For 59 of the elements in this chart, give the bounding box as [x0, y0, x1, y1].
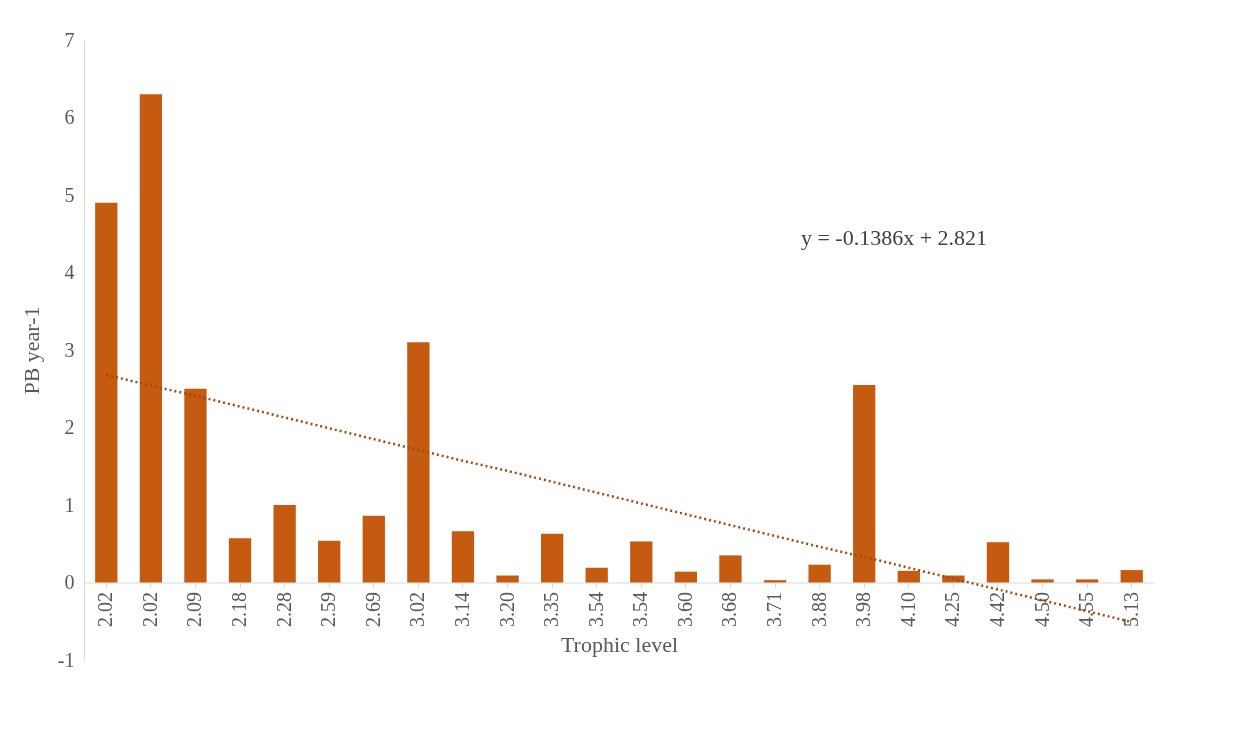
x-tick-label: 3.02: [406, 592, 429, 627]
bar: [184, 388, 207, 583]
bar: [362, 515, 385, 583]
y-tick-label: -1: [57, 648, 75, 671]
x-tick-label: 3.20: [495, 592, 518, 627]
x-tick-label: 4.10: [896, 592, 919, 627]
x-tick-label: 4.55: [1075, 592, 1098, 627]
x-tick-label: 2.09: [183, 592, 206, 627]
x-tick-label: 3.54: [584, 592, 607, 627]
bar: [719, 555, 742, 583]
bar: [808, 564, 831, 583]
x-tick-label: 3.35: [540, 592, 563, 627]
bar: [1031, 579, 1054, 583]
x-tick-label: 3.14: [450, 592, 473, 627]
x-tick-label: 3.88: [807, 592, 830, 627]
y-tick-label: 3: [64, 338, 75, 361]
y-tick-label: 0: [64, 571, 75, 593]
x-axis-title: Trophic level: [560, 632, 679, 657]
bar: [986, 542, 1010, 583]
bar: [540, 533, 564, 583]
bar: [674, 571, 698, 583]
bar: [763, 580, 787, 583]
bar: [630, 541, 653, 583]
y-tick-label: 6: [64, 106, 75, 128]
x-tick-label: 2.69: [361, 592, 384, 627]
x-tick-label: 3.98: [852, 592, 875, 627]
bar: [897, 570, 920, 583]
x-tick-label: 2.59: [317, 592, 340, 627]
bar: [853, 384, 876, 583]
x-tick-label: 4.42: [985, 592, 1008, 627]
x-tick-label: 2.02: [94, 592, 117, 627]
x-tick-label: 3.54: [629, 592, 652, 627]
x-tick-label: 5.13: [1119, 592, 1142, 627]
x-tick-label: 3.68: [718, 592, 741, 627]
y-tick-label: 1: [64, 493, 75, 516]
bar: [407, 342, 430, 583]
bar: [318, 540, 341, 583]
x-tick-label: 4.50: [1030, 592, 1053, 627]
annotation: y = -0.1386x + 2.821: [800, 225, 988, 251]
y-axis-title: PB year-1: [18, 306, 44, 395]
x-tick-label: 2.28: [272, 592, 295, 627]
bar: [1075, 579, 1099, 583]
x-tick-label: 3.60: [673, 592, 696, 627]
bar: [496, 575, 519, 583]
y-tick-label: 4: [64, 261, 75, 283]
bar: [95, 202, 118, 583]
x-tick-label: 4.25: [941, 592, 964, 627]
y-tick-label: 2: [64, 416, 75, 438]
bar: [273, 505, 296, 583]
bar: [585, 567, 608, 583]
bar: [228, 538, 252, 583]
y-tick-label: 5: [64, 183, 75, 206]
x-tick-label: 2.02: [138, 592, 161, 627]
x-tick-label: 3.71: [763, 592, 786, 627]
y-tick-label: 7: [64, 28, 75, 51]
bar: [451, 531, 475, 583]
bar: [1120, 570, 1143, 583]
x-tick-label: 2.18: [228, 592, 251, 627]
bar: [139, 94, 163, 583]
